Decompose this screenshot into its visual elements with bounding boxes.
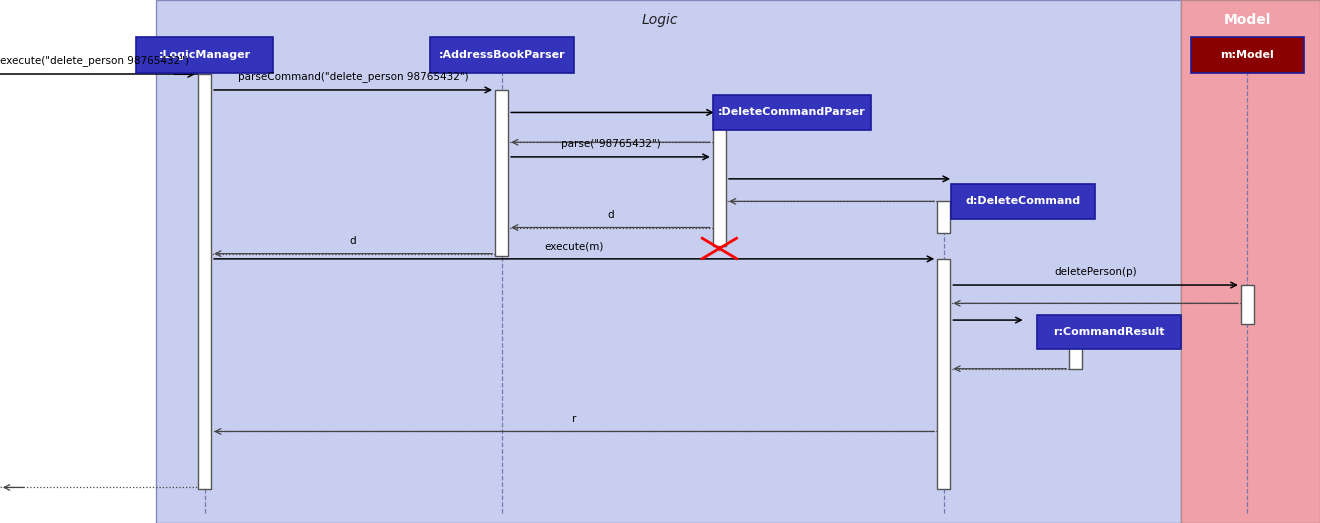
Text: deletePerson(p): deletePerson(p) <box>1055 267 1137 277</box>
Text: execute(m): execute(m) <box>545 241 603 251</box>
Bar <box>713 128 726 246</box>
Bar <box>1181 0 1320 523</box>
Text: d: d <box>350 236 356 246</box>
Text: :DeleteCommandParser: :DeleteCommandParser <box>718 107 866 118</box>
Bar <box>156 0 1181 523</box>
Text: d: d <box>607 210 614 220</box>
Text: :AddressBookParser: :AddressBookParser <box>438 50 565 60</box>
Text: parseCommand("delete_person 98765432"): parseCommand("delete_person 98765432") <box>238 71 469 82</box>
Bar <box>937 201 950 233</box>
Text: m:Model: m:Model <box>1221 50 1274 60</box>
Text: execute("delete_person 98765432"): execute("delete_person 98765432") <box>0 55 189 66</box>
FancyBboxPatch shape <box>950 184 1096 219</box>
FancyBboxPatch shape <box>136 37 273 73</box>
Text: d:DeleteCommand: d:DeleteCommand <box>965 196 1081 207</box>
Text: parse("98765432"): parse("98765432") <box>561 139 660 149</box>
Text: r:CommandResult: r:CommandResult <box>1053 327 1164 337</box>
FancyBboxPatch shape <box>1038 315 1180 349</box>
FancyBboxPatch shape <box>713 95 871 130</box>
Bar <box>198 74 211 489</box>
Text: :LogicManager: :LogicManager <box>158 50 251 60</box>
Bar <box>495 90 508 256</box>
Bar <box>937 259 950 489</box>
FancyBboxPatch shape <box>1191 37 1304 73</box>
Text: Model: Model <box>1224 13 1271 27</box>
FancyBboxPatch shape <box>430 37 573 73</box>
Bar <box>1069 337 1082 369</box>
Text: r: r <box>572 414 577 424</box>
Bar <box>1241 285 1254 324</box>
Text: Logic: Logic <box>642 13 678 27</box>
